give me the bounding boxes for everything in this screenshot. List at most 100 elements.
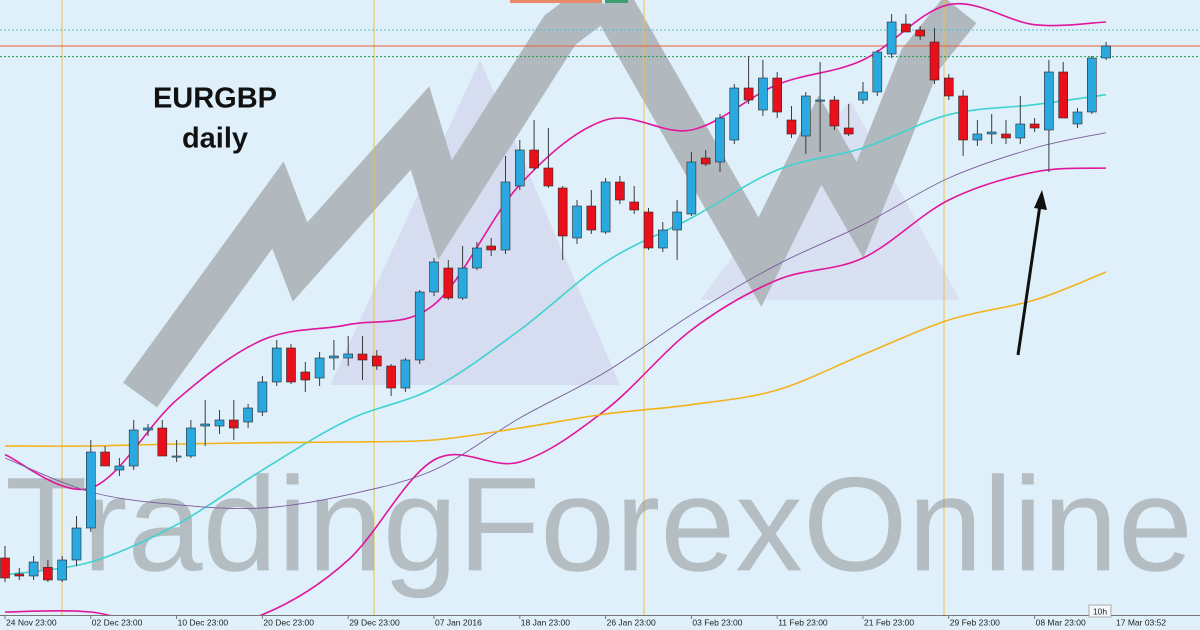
- candle-body: [943, 77, 954, 97]
- candle-body: [657, 229, 668, 249]
- price-lines: [0, 29, 1200, 58]
- candle-body: [57, 559, 68, 581]
- candle-body: [271, 347, 282, 383]
- candle-body: [371, 355, 382, 367]
- candle-body: [86, 451, 96, 529]
- candle-body: [729, 87, 740, 141]
- x-tick-label: 03 Feb 23:00: [692, 617, 742, 627]
- candle-body: [557, 187, 568, 237]
- candle-body: [143, 427, 153, 431]
- candle-body: [743, 87, 754, 101]
- candle-body: [71, 527, 82, 561]
- logo-triangle: [330, 60, 620, 385]
- candle-body: [457, 267, 468, 299]
- logo-zigzag: [591, 0, 977, 307]
- candle-body: [1001, 133, 1011, 139]
- candle-body: [400, 359, 411, 389]
- x-tick-label: 26 Jan 23:00: [607, 617, 656, 627]
- candle-body: [643, 211, 654, 249]
- candle-body: [972, 133, 983, 141]
- timeframe-label: 10h: [1093, 606, 1107, 616]
- candle-body: [214, 419, 225, 427]
- chart-title: EURGBP: [153, 83, 277, 115]
- x-tick-label: 20 Dec 23:00: [263, 617, 314, 627]
- candle-body: [171, 455, 182, 458]
- candle-body: [1015, 123, 1026, 139]
- candle-body: [443, 267, 454, 299]
- candle-body: [929, 41, 940, 81]
- x-axis: 24 Nov 23:00 02 Dec 23:00 10 Dec 23:00 20 D…: [4, 615, 1086, 627]
- candle-body: [472, 247, 482, 269]
- candle-body: [243, 407, 253, 423]
- candle-body: [672, 211, 682, 231]
- candle-body: [872, 51, 883, 93]
- candle-body: [200, 423, 210, 427]
- candles: [0, 14, 1111, 582]
- candle-body: [257, 381, 268, 413]
- cursor-time: 17 Mar 03:52: [1116, 617, 1166, 627]
- candle-body: [1058, 71, 1068, 119]
- x-tick-label: 29 Dec 23:00: [349, 617, 400, 627]
- candle-body: [329, 355, 339, 359]
- overlay-line: [4, 2, 1107, 491]
- annotation-arrow: [1016, 204, 1042, 356]
- candle-body: [1101, 45, 1111, 59]
- candle-body: [686, 161, 697, 215]
- candle-body: [286, 347, 296, 383]
- candle-body: [843, 127, 854, 135]
- candle-body: [100, 451, 110, 467]
- overlay-line: [4, 271, 1107, 447]
- candle-body: [572, 205, 582, 239]
- candle-body: [14, 573, 25, 577]
- x-tick-label: 21 Feb 23:00: [864, 617, 914, 627]
- candle-body: [958, 95, 968, 141]
- candle-body: [314, 357, 325, 379]
- period-separators: [61, 0, 945, 615]
- overlay-line: [4, 93, 1107, 576]
- candle-body: [0, 557, 10, 579]
- timeframe-box: [1088, 604, 1112, 618]
- watermark-text: TradingForexOnline: [5, 450, 1193, 599]
- x-tick-label: 10 Dec 23:00: [178, 617, 229, 627]
- candle-body: [986, 131, 997, 135]
- candle-body: [758, 77, 768, 111]
- candle-body: [529, 149, 539, 169]
- x-tick-label: 18 Jan 23:00: [521, 617, 570, 627]
- candle-body: [815, 99, 825, 102]
- x-tick-label: 07 Jan 2016: [435, 617, 482, 627]
- candle-body: [586, 205, 597, 231]
- candle-body: [786, 119, 797, 135]
- candle-body: [772, 77, 783, 113]
- candle-body: [429, 261, 439, 293]
- toolbar-hint: [510, 0, 602, 3]
- watermark-logo: [123, 0, 977, 408]
- candle-body: [157, 427, 168, 457]
- candle-body: [800, 95, 811, 137]
- candle-body: [915, 29, 926, 37]
- candle-body: [1087, 57, 1097, 113]
- chart-subtitle: daily: [182, 123, 248, 155]
- candle-body: [414, 291, 425, 361]
- candle-body: [43, 567, 53, 581]
- toolbar-hint: [605, 0, 628, 3]
- candle-body: [543, 167, 554, 187]
- candle-body: [343, 353, 354, 359]
- candle-body: [386, 365, 396, 389]
- candle-body: [829, 99, 840, 127]
- candle-body: [1044, 71, 1054, 131]
- candle-body: [229, 419, 239, 429]
- candle-body: [629, 201, 640, 211]
- candle-body: [858, 91, 868, 101]
- candle-body: [886, 21, 897, 55]
- candle-body: [300, 371, 311, 381]
- candle-body: [715, 117, 725, 163]
- candle-body: [128, 429, 139, 467]
- candle-body: [186, 427, 196, 457]
- candle-body: [514, 149, 525, 187]
- overlays: [4, 2, 1107, 615]
- candle-body: [901, 23, 911, 33]
- x-tick-label: 02 Dec 23:00: [92, 617, 143, 627]
- candle-body: [1029, 123, 1040, 129]
